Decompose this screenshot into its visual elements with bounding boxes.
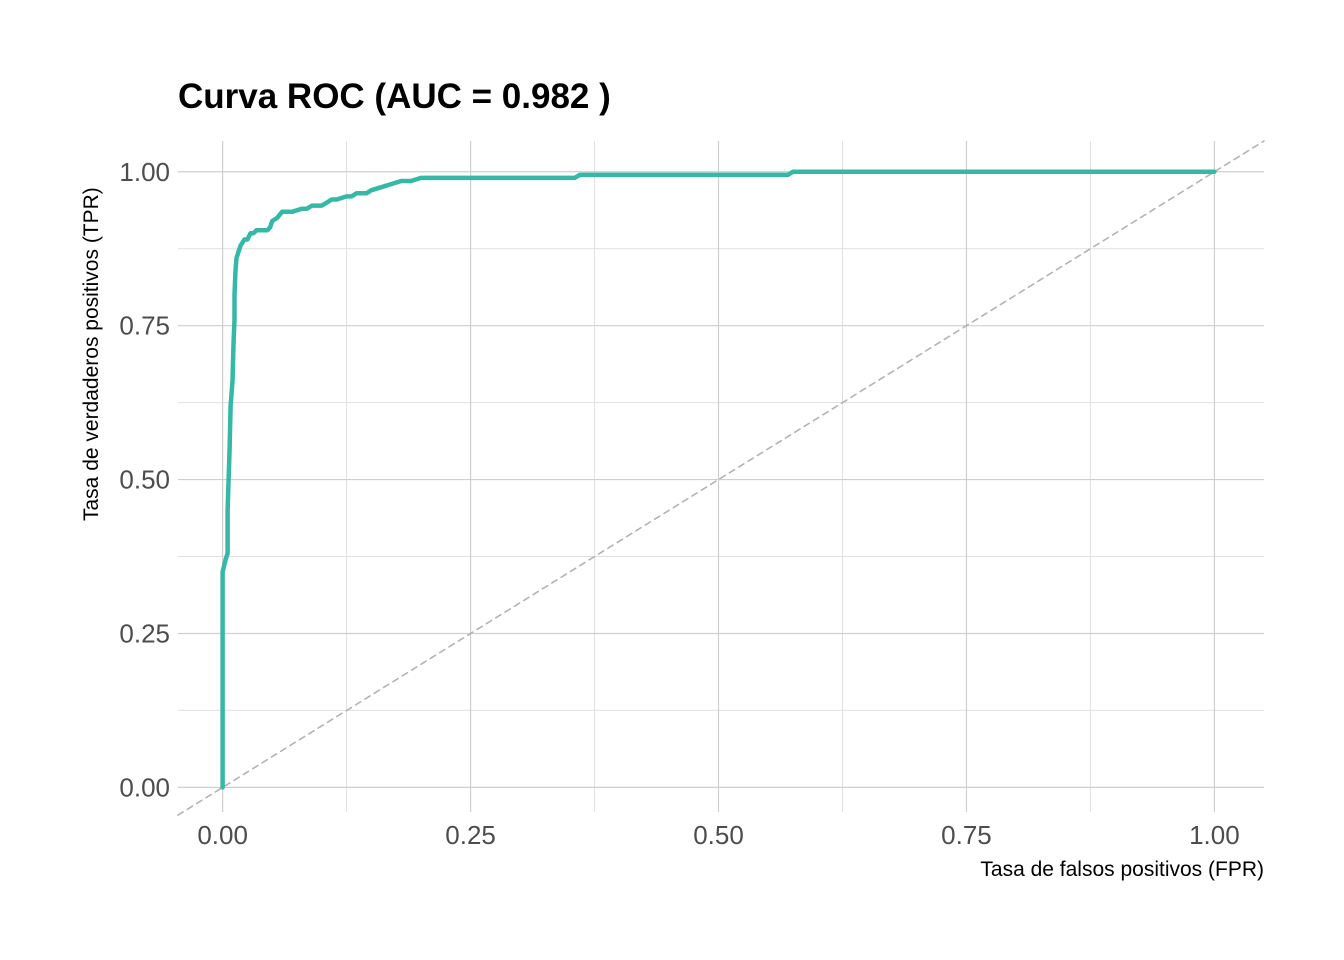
x-tick-label: 0.75 (941, 820, 992, 850)
x-tick-label: 0.25 (445, 820, 496, 850)
x-tick-label: 0.50 (693, 820, 744, 850)
y-tick-label: 0.00 (119, 772, 170, 802)
x-tick-label: 0.00 (197, 820, 248, 850)
y-axis-ticks: 0.00 0.25 0.50 0.75 1.00 (119, 157, 170, 803)
y-tick-label: 0.50 (119, 465, 170, 495)
y-axis-label: Tasa de verdaderos positivos (TPR) (80, 187, 103, 521)
plot-lines (177, 140, 1265, 816)
diagonal-reference-line (177, 140, 1265, 816)
major-gridlines (178, 141, 1264, 812)
x-tick-label: 1.00 (1189, 820, 1240, 850)
roc-curve-line (220, 169, 1217, 790)
x-axis-label: Tasa de falsos positivos (FPR) (980, 858, 1264, 881)
y-tick-label: 0.25 (119, 618, 170, 648)
y-tick-label: 1.00 (119, 157, 170, 187)
x-axis-ticks: 0.00 0.25 0.50 0.75 1.00 (197, 820, 1239, 850)
chart-title: Curva ROC (AUC = 0.982 ) (178, 77, 611, 116)
minor-gridlines (178, 141, 1264, 812)
y-tick-label: 0.75 (119, 311, 170, 341)
